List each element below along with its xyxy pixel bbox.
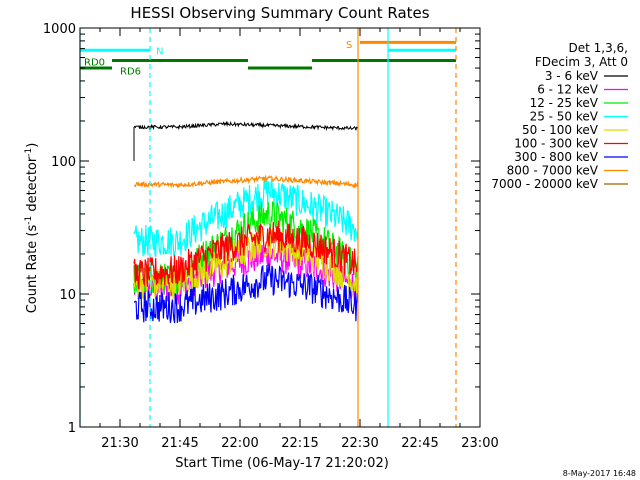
y-tick-label: 100 [51,155,76,170]
flag-rd6-label: RD6 [120,66,141,77]
legend-label-7000-20000-kev: 7000 - 20000 keV [491,177,598,191]
y-tick-label: 10 [59,288,76,303]
legend-label-50-100-kev: 50 - 100 keV [522,123,599,137]
legend-label-3-6-kev: 3 - 6 keV [545,69,599,83]
flag-s-label: S [346,40,352,51]
x-tick-label: 22:45 [401,436,438,451]
flag-rd0-label: RD0 [84,57,105,68]
x-tick-label: 22:15 [281,436,318,451]
legend-label-300-800-kev: 300 - 800 keV [514,150,598,164]
plot-frame [79,27,481,428]
x-tick-label: 21:30 [101,436,138,451]
flag-layer: RD0 RD6 N S [80,40,456,77]
y-label-sup1: -1 [24,216,34,225]
series-800-7000-kev-trace [133,174,359,189]
y-label-sup2: -1 [24,148,34,157]
chart-title: HESSI Observing Summary Count Rates [130,4,429,22]
axis-layer: 21:30 21:45 22:00 22:15 22:30 22:45 23:00 1 10 10… [43,22,499,451]
x-axis-label: Start Time (06-May-17 21:20:02) [175,456,389,471]
series-300-800-kev-trace [133,263,359,324]
legend-label-100-300-kev: 100 - 300 keV [514,137,598,151]
series-100-300-kev-trace [133,220,359,290]
legend-header-decimation: FDecim 3, Att 0 [535,55,628,69]
data-layer [133,120,359,324]
legend-label-6-12-kev: 6 - 12 keV [537,83,599,97]
y-label-prefix: Count Rate (s [25,225,40,314]
series-6-12-kev-trace [133,240,359,305]
y-label-mid: detector [25,156,40,216]
y-tick-label: 1 [68,421,76,436]
legend-header-detectors: Det 1,3,6, [569,41,629,55]
legend-label-800-7000-kev: 800 - 7000 keV [507,164,599,178]
legend-label-25-50-kev: 25 - 50 keV [530,110,599,124]
x-tick-label: 23:00 [461,436,498,451]
flag-n-label: N [156,46,163,57]
y-axis-label: Count Rate (s-1 detector-1) [24,143,40,314]
x-tick-label: 22:00 [221,436,258,451]
y-tick-label: 1000 [43,22,76,37]
legend-label-12-25-kev: 12 - 25 keV [530,96,599,110]
footer-timestamp: 8-May-2017 16:48 [563,469,636,478]
series-3-6-kev-trace [133,120,359,132]
y-label-suffix: ) [25,143,40,148]
x-tick-label: 21:45 [161,436,198,451]
x-tick-label: 22:30 [341,436,378,451]
series-25-50-kev-trace [133,176,359,259]
